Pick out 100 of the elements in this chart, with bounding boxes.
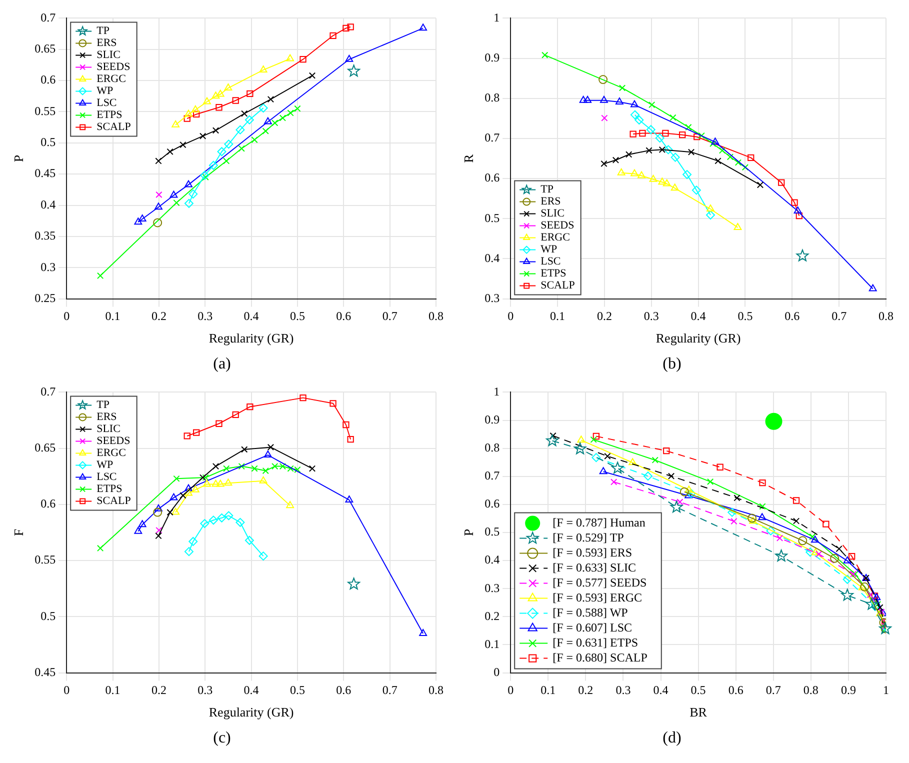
x-tick-label: 0.4 <box>244 683 259 698</box>
legend-label: [F = 0.529] TP <box>552 530 624 544</box>
x-axis-title: Regularity (GR) <box>656 330 741 346</box>
x-tick-label: 0 <box>508 309 514 324</box>
x-tick-label: 0.2 <box>596 309 612 324</box>
y-tick-label: 0.45 <box>34 166 56 180</box>
y-tick-label: 0.6 <box>484 496 500 511</box>
y-axis-title: P <box>461 528 476 536</box>
legend-label: ERGC <box>540 232 570 244</box>
x-tick-label: 0.4 <box>653 683 668 698</box>
legend-label: [F = 0.631] ETPS <box>552 635 638 650</box>
legend-label: LSC <box>540 256 561 268</box>
x-tick-label: 0.3 <box>198 309 213 324</box>
y-tick-label: 0.6 <box>40 72 56 87</box>
legend-label: [F = 0.633] SLIC <box>552 560 636 574</box>
y-tick-label: 0.35 <box>34 228 56 243</box>
x-tick-label: 0.5 <box>690 683 706 698</box>
legend-label: SCALP <box>96 495 131 508</box>
legend-label: LSC <box>96 471 117 484</box>
y-axis-title: F <box>11 528 26 536</box>
legend-label: SEEDS <box>96 435 130 448</box>
legend-label: [F = 0.593] ERS <box>552 545 632 560</box>
x-tick-label: 0.1 <box>550 309 566 324</box>
y-tick-label: 0.7 <box>484 130 500 145</box>
x-tick-label: 0.7 <box>382 683 398 698</box>
y-tick-label: 0.6 <box>40 496 56 511</box>
y-tick-label: 0.5 <box>40 608 56 623</box>
y-tick-label: 0.4 <box>484 552 500 567</box>
legend-label: ERGC <box>96 73 126 86</box>
legend-label: ERS <box>540 196 561 208</box>
legend-label: TP <box>96 399 110 412</box>
y-tick-label: 0.4 <box>484 250 500 265</box>
y-tick-label: 0.4 <box>40 197 56 212</box>
x-tick-label: 0 <box>64 683 70 698</box>
legend-label: TP <box>540 184 554 196</box>
legend-label: ERS <box>96 411 117 424</box>
legend-label: [F = 0.577] SEEDS <box>552 575 647 590</box>
x-tick-label: 0.7 <box>766 683 781 698</box>
x-tick-label: 0.6 <box>784 309 800 324</box>
x-axis-title: Regularity (GR) <box>208 330 294 346</box>
legend-label: SEEDS <box>540 220 574 232</box>
x-axis-title: Regularity (GR) <box>208 704 294 720</box>
legend-label: WP <box>96 459 114 472</box>
y-tick-label: 0.2 <box>484 608 500 623</box>
x-axis-title: BR <box>690 704 708 720</box>
x-tick-label: 0.6 <box>336 309 352 324</box>
y-tick-label: 0.25 <box>34 290 56 305</box>
y-tick-label: 0 <box>494 664 500 679</box>
x-tick-label: 0.8 <box>428 683 444 698</box>
legend-label: SEEDS <box>96 61 130 74</box>
legend-label: SCALP <box>96 121 131 134</box>
legend-label: WP <box>96 85 114 98</box>
x-tick-label: 0.5 <box>290 683 305 698</box>
x-tick-label: 1 <box>883 683 889 698</box>
y-tick-label: 0.5 <box>484 524 500 539</box>
x-tick-label: 0.1 <box>105 309 120 324</box>
x-tick-label: 0.6 <box>336 683 352 698</box>
text: (d) <box>662 730 682 747</box>
legend-label: ETPS <box>96 483 122 496</box>
y-tick-label: 0.6 <box>484 170 500 185</box>
x-tick-label: 0.7 <box>832 309 847 324</box>
legend-label: ETPS <box>96 109 122 122</box>
y-tick-label: 0.7 <box>484 468 500 483</box>
legend-label: ERS <box>96 37 117 50</box>
x-tick-label: 0 <box>64 309 70 324</box>
y-tick-label: 0.45 <box>34 664 56 679</box>
x-tick-label: 0.2 <box>578 683 594 698</box>
x-tick-label: 0.8 <box>803 683 818 698</box>
y-tick-label: 1 <box>494 10 500 24</box>
legend-label: SLIC <box>96 49 120 62</box>
x-tick-label: 0.4 <box>244 309 259 324</box>
y-tick-label: 0.8 <box>484 440 500 454</box>
y-tick-label: 1 <box>494 384 500 398</box>
x-tick-label: 0.8 <box>878 309 894 324</box>
legend-label: SLIC <box>96 423 120 436</box>
y-tick-label: 0.65 <box>34 440 56 454</box>
legend-label: ERGC <box>96 447 126 460</box>
x-tick-label: 0.3 <box>644 309 659 324</box>
legend-label: SCALP <box>540 280 575 292</box>
y-tick-label: 0.9 <box>484 412 500 426</box>
x-tick-label: 0.1 <box>105 683 120 698</box>
text: (c) <box>213 730 231 747</box>
y-tick-label: 0.7 <box>40 384 56 398</box>
legend-label: [F = 0.680] SCALP <box>552 650 648 664</box>
legend-label: [F = 0.787] Human <box>552 515 646 530</box>
text: (a) <box>213 356 231 373</box>
y-tick-label: 0.1 <box>484 636 500 651</box>
y-axis-title: R <box>461 154 476 163</box>
y-tick-label: 0.55 <box>34 552 56 567</box>
x-tick-label: 0.3 <box>198 683 213 698</box>
y-tick-label: 0.5 <box>40 135 56 150</box>
y-tick-label: 0.3 <box>484 290 500 305</box>
x-tick-label: 0.5 <box>738 309 753 324</box>
y-axis-title: P <box>11 154 26 162</box>
y-tick-label: 0.65 <box>34 42 56 56</box>
legend-label: [F = 0.588] WP <box>552 605 628 620</box>
x-tick-label: 0.2 <box>151 683 166 698</box>
legend-label: SLIC <box>540 208 564 220</box>
y-tick-label: 0.7 <box>40 10 56 24</box>
y-tick-label: 0.3 <box>40 260 56 274</box>
